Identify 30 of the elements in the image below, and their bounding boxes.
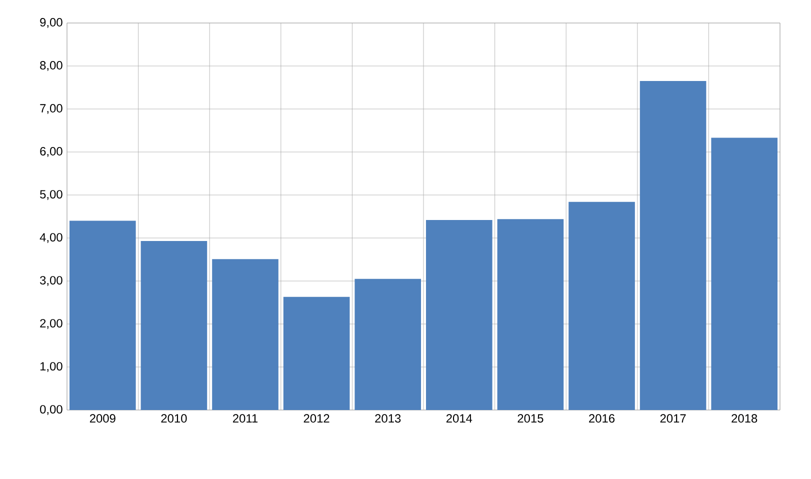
bar <box>212 259 278 410</box>
y-tick-label: 3,00 <box>40 276 62 286</box>
y-tick-label: 8,00 <box>40 61 62 71</box>
y-tick-label: 5,00 <box>40 190 62 200</box>
y-tick-label: 6,00 <box>40 147 62 157</box>
y-tick-label: 2,00 <box>40 319 62 329</box>
y-tick-label: 9,00 <box>40 18 62 28</box>
bar <box>283 296 350 410</box>
x-tick-label: 2014 <box>446 414 472 423</box>
x-tick-label: 2011 <box>232 414 258 423</box>
x-tick-label: 2017 <box>660 414 686 423</box>
y-tick-label: 1,00 <box>40 362 62 372</box>
x-tick-label: 2010 <box>161 414 187 423</box>
bar <box>568 202 635 410</box>
x-tick-label: 2018 <box>732 414 758 423</box>
y-tick-label: 0,00 <box>40 405 62 415</box>
bar <box>426 220 492 410</box>
x-tick-label: 2009 <box>90 414 116 423</box>
y-tick-label: 4,00 <box>40 233 62 243</box>
x-tick-label: 2016 <box>589 414 615 423</box>
x-tick-label: 2015 <box>518 414 544 423</box>
bar <box>69 220 136 410</box>
bar <box>640 81 706 410</box>
x-tick-label: 2013 <box>375 414 401 423</box>
y-tick-label: 7,00 <box>40 104 62 114</box>
bar <box>140 241 208 410</box>
bar <box>354 278 422 410</box>
bar <box>711 138 778 410</box>
x-tick-label: 2012 <box>304 414 330 423</box>
bar <box>497 219 564 410</box>
